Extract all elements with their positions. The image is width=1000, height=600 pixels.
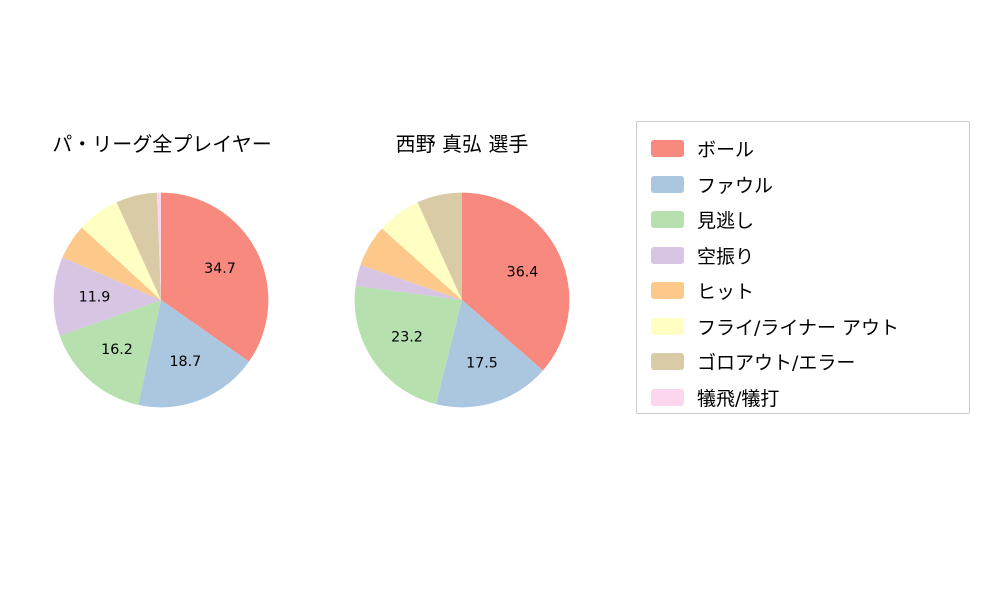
legend-item: 見逃し (651, 202, 969, 238)
pie-slice (138, 300, 250, 408)
legend-label: ボール (697, 139, 755, 162)
legend-swatch-foul (651, 175, 684, 193)
pie-chart-right: 36.4 17.5 23.2 (354, 192, 570, 408)
pie-slice (116, 192, 161, 300)
pie-slice (53, 257, 161, 336)
legend-label: 犠飛/犠打 (697, 387, 780, 410)
legend-label: フライ/ライナー アウト (697, 316, 900, 339)
pie-slice (435, 300, 543, 408)
pie-slice-label: 36.4 (507, 264, 539, 280)
legend-label: ゴロアウト/エラー (697, 352, 856, 375)
legend-label: ファウル (697, 174, 774, 197)
pie-slice (81, 202, 161, 300)
legend-item: ヒット (651, 273, 969, 309)
pie-slice-label: 16.2 (101, 342, 133, 358)
pie-slice (381, 202, 462, 300)
legend-item: ボール (651, 131, 969, 167)
pie-title-left: パ・リーグ全プレイヤー (52, 132, 272, 156)
legend-label: ヒット (697, 281, 755, 304)
legend-swatch-groundout-error (651, 353, 684, 371)
legend-label: 空振り (697, 245, 755, 268)
pie-title-right: 西野 真弘 選手 (395, 132, 529, 156)
pie-slice (156, 192, 161, 300)
pie-slice (62, 227, 161, 300)
legend-swatch-swinging-strike (651, 246, 684, 264)
pie-slice-label: 34.7 (204, 261, 236, 277)
legend-swatch-fly-liner-out (651, 317, 684, 335)
pie-slice (462, 192, 570, 371)
pie-slice (161, 192, 269, 362)
pie-slice (360, 228, 462, 300)
legend-item: 犠飛/犠打 (651, 380, 969, 416)
pie-slice (59, 300, 161, 405)
pie-slice-label: 18.7 (169, 354, 201, 370)
legend-item: フライ/ライナー アウト (651, 309, 969, 345)
pie-slice (417, 192, 462, 300)
pie-slice (355, 264, 462, 300)
pie-slice (354, 285, 462, 405)
legend-item: 空振り (651, 238, 969, 274)
legend-item: ゴロアウト/エラー (651, 344, 969, 380)
pie-slice-label: 23.2 (391, 329, 423, 345)
legend-item: ファウル (651, 167, 969, 203)
legend-swatch-sacrifice (651, 388, 684, 406)
pie-slice-label: 17.5 (466, 355, 498, 371)
pie-slice-label: 11.9 (79, 290, 111, 306)
legend-swatch-ball (651, 140, 684, 158)
legend-swatch-hit (651, 282, 684, 300)
pie-chart-left: 34.7 18.7 16.2 11.9 (53, 192, 269, 408)
legend-label: 見逃し (697, 210, 755, 233)
legend: ボール ファウル 見逃し 空振り ヒット フライ/ライナー アウト ゴロアウト/… (636, 121, 970, 414)
legend-swatch-called-strike (651, 211, 684, 229)
